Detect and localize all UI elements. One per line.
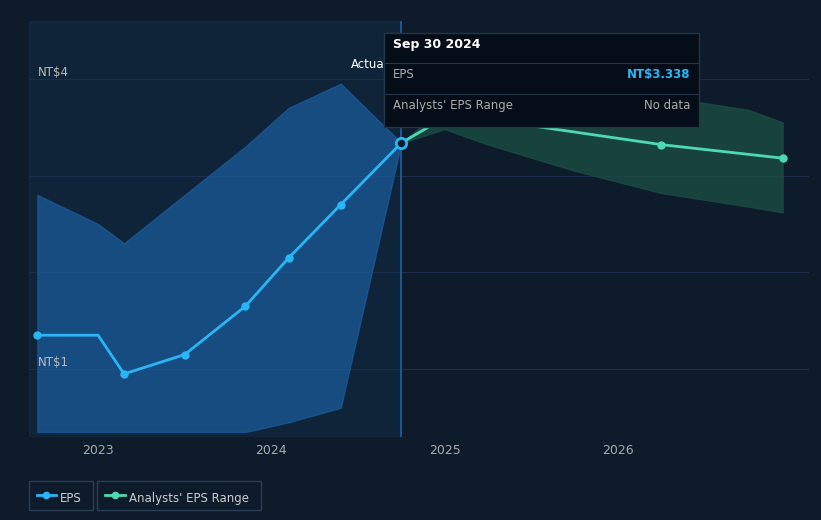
Point	[334, 200, 347, 209]
Text: Sep 30 2024: Sep 30 2024	[393, 38, 480, 51]
FancyBboxPatch shape	[98, 482, 261, 510]
Text: EPS: EPS	[393, 68, 415, 81]
Bar	[29, 21, 401, 437]
Text: Analysts Forecasts: Analysts Forecasts	[415, 58, 525, 71]
Point	[655, 140, 668, 149]
Point	[438, 113, 452, 122]
FancyBboxPatch shape	[383, 33, 699, 127]
Text: No data: No data	[644, 99, 690, 112]
Point	[117, 370, 131, 378]
Point	[776, 154, 789, 162]
Text: EPS: EPS	[60, 492, 81, 505]
Text: Analysts' EPS Range: Analysts' EPS Range	[129, 492, 249, 505]
Point	[395, 139, 408, 147]
Point	[178, 350, 191, 359]
Text: Analysts' EPS Range: Analysts' EPS Range	[393, 99, 513, 112]
Point	[239, 302, 252, 310]
Text: NT$3.338: NT$3.338	[626, 68, 690, 81]
Point	[31, 331, 44, 340]
FancyBboxPatch shape	[29, 482, 93, 510]
Point	[282, 254, 296, 262]
Text: NT$4: NT$4	[38, 66, 68, 79]
Text: NT$1: NT$1	[38, 356, 68, 369]
Text: Actual: Actual	[351, 58, 388, 71]
